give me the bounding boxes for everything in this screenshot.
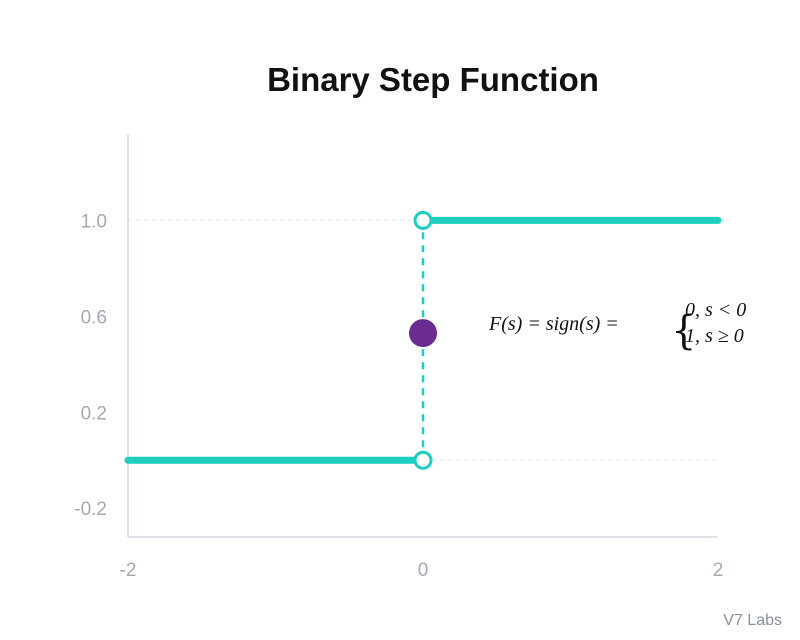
open-endpoint [413,450,433,470]
y-tick-labels: 1.0 0.6 0.2 -0.2 [74,211,107,520]
formula-case-1: 0, s < 0 [685,299,746,321]
open-endpoint [413,210,433,230]
formula: F(s) = sign(s) = { 0, s < 0 1, s ≥ 0 [488,299,746,354]
y-tick-label: 0.6 [81,307,107,328]
marker-point [409,319,437,348]
y-tick-label: 1.0 [81,211,107,232]
x-tick-label: 2 [713,560,724,581]
y-tick-label: 0.2 [81,403,107,424]
x-tick-label: 0 [418,560,429,581]
chart-title: Binary Step Function [267,61,599,98]
x-tick-label: -2 [120,560,137,581]
formula-case-2: 1, s ≥ 0 [685,325,744,347]
formula-brace: { [671,308,696,354]
point-layer [409,210,437,470]
watermark: V7 Labs [723,612,782,629]
x-tick-labels: -2 0 2 [120,560,724,581]
y-tick-label: -0.2 [74,499,107,520]
formula-lhs: F(s) = sign(s) = [488,313,619,335]
